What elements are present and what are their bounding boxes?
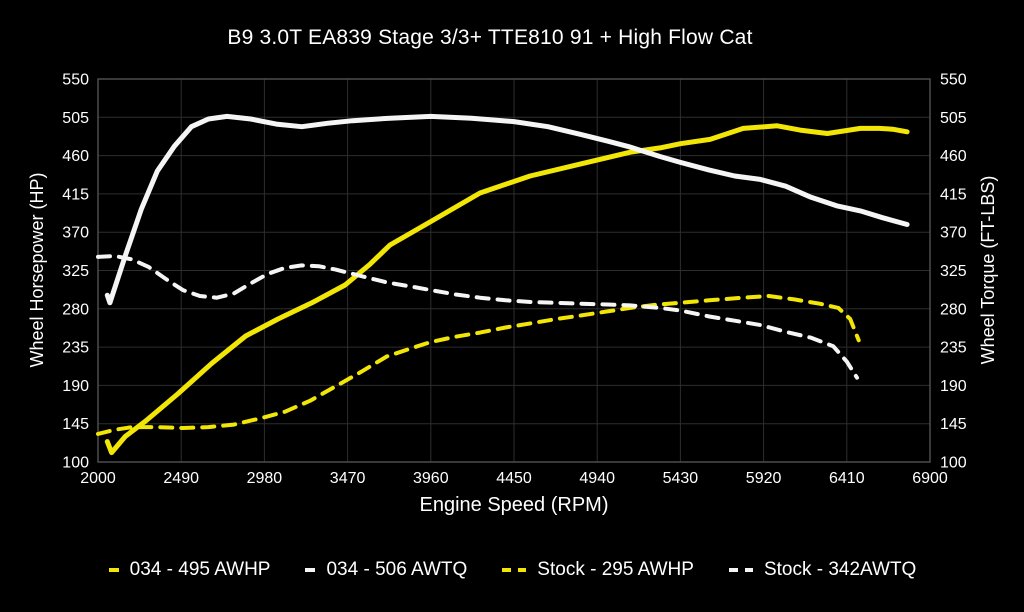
grid-lines (97, 78, 931, 463)
y-tick-label-left: 235 (62, 340, 89, 357)
series-line-tuned-awtq (104, 113, 910, 306)
legend-swatch-stock-awhp (502, 568, 527, 572)
legend-item-tuned-awhp: 034 - 495 AWHP (108, 559, 271, 581)
tick-labels: 100 100 145 145 190 190 235 235 280 280 325 325 370 3… (62, 72, 967, 488)
x-tick-label: 6410 (829, 470, 865, 487)
legend-label-tuned-awtq: 034 - 506 AWTQ (326, 559, 468, 580)
legend-swatch-stock-awtq (728, 568, 753, 572)
y-tick-label-right: 190 (940, 378, 967, 395)
legend-swatch-tuned-awhp (108, 568, 119, 572)
x-tick-label: 4940 (579, 470, 615, 487)
x-tick-label: 5430 (663, 470, 699, 487)
y-tick-label-right: 325 (940, 263, 967, 280)
x-tick-label: 2490 (163, 470, 199, 487)
y-tick-label-right: 370 (940, 225, 967, 242)
series-line-tuned-awhp (104, 123, 910, 456)
legend-label-stock-awtq: Stock - 342AWTQ (763, 559, 917, 580)
y-tick-label-left: 460 (62, 148, 89, 165)
x-tick-label: 2980 (247, 470, 283, 487)
y-tick-label-left: 505 (62, 110, 89, 127)
y-tick-label-right: 505 (940, 110, 967, 127)
legend-label-tuned-awhp: 034 - 495 AWHP (129, 559, 271, 580)
series-line-stock-awhp (96, 294, 861, 436)
y-tick-label-right: 100 (940, 455, 967, 472)
y-tick-label-right: 280 (940, 301, 967, 318)
y-tick-label-left: 550 (62, 72, 89, 89)
legend-item-stock-awhp: Stock - 295 AWHP (501, 559, 694, 581)
y-tick-label-left: 190 (62, 378, 89, 395)
chart-title: B9 3.0T EA839 Stage 3/3+ TTE810 91 + Hig… (227, 26, 753, 49)
x-tick-label: 5920 (746, 470, 782, 487)
legend-swatch-tuned-awtq (305, 568, 316, 572)
series-line-stock-awtq (96, 254, 859, 380)
legend-label-stock-awhp: Stock - 295 AWHP (537, 559, 694, 580)
y-tick-label-left: 280 (62, 301, 89, 318)
y-tick-label-right: 415 (940, 186, 967, 203)
y-tick-label-right: 235 (940, 340, 967, 357)
x-tick-label: 4450 (496, 470, 532, 487)
x-axis-label: Engine Speed (RPM) (419, 494, 609, 516)
y-tick-label-left: 370 (62, 225, 89, 242)
legend-item-tuned-awtq: 034 - 506 AWTQ (304, 559, 467, 581)
x-tick-label: 6900 (912, 470, 948, 487)
y-tick-label-right: 460 (940, 148, 967, 165)
y-tick-label-left: 100 (62, 455, 89, 472)
x-tick-label: 3470 (330, 470, 366, 487)
chart-legend: 034 - 495 AWHP 034 - 506 AWTQ Stock - 295 … (0, 550, 1024, 590)
y-tick-label-right: 145 (940, 416, 967, 433)
x-tick-label: 2000 (80, 470, 116, 487)
y-tick-label-left: 415 (62, 186, 89, 203)
y-tick-label-left: 325 (62, 263, 89, 280)
y-axis-right-label: Wheel Torque (FT-LBS) (978, 175, 998, 365)
y-tick-label-right: 550 (940, 72, 967, 89)
legend-item-stock-awtq: Stock - 342AWTQ (728, 559, 916, 581)
x-tick-label: 3960 (413, 470, 449, 487)
y-axis-left-label: Wheel Horsepower (HP) (27, 172, 47, 368)
y-tick-label-left: 145 (62, 416, 89, 433)
plot-border (97, 78, 931, 463)
